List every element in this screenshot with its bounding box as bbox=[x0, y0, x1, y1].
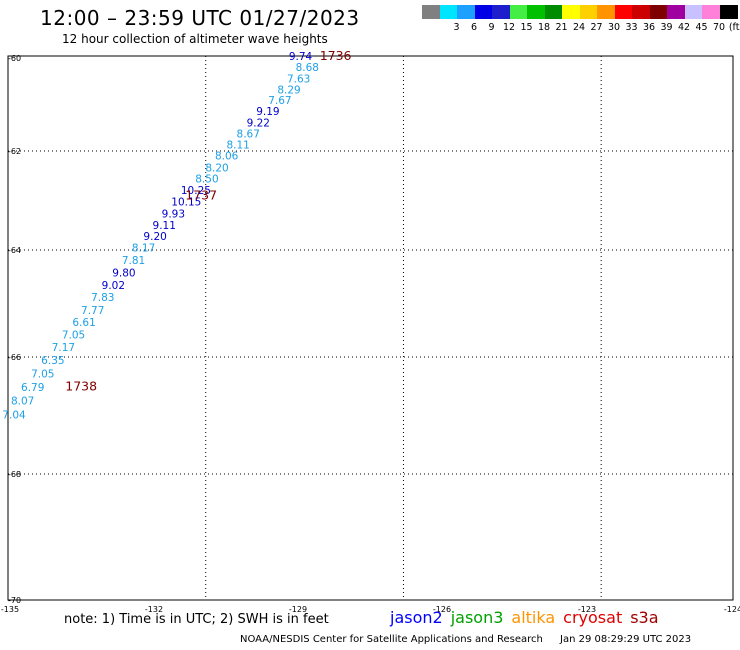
lon-tick-label: -124 bbox=[724, 605, 740, 614]
legend-swatch bbox=[649, 5, 668, 19]
map-subtitle: 12 hour collection of altimeter wave hei… bbox=[62, 32, 328, 46]
swh-value-label: 9.74 bbox=[289, 51, 313, 63]
map-title: 12:00 – 23:59 UTC 01/27/2023 bbox=[40, 6, 360, 30]
legend-label: 27 bbox=[590, 22, 603, 33]
legend-label: 39 bbox=[660, 22, 673, 33]
swh-value-label: 9.19 bbox=[256, 106, 279, 118]
lat-tick-label: -68 bbox=[8, 470, 21, 479]
swh-value-label: 10.25 bbox=[181, 185, 211, 197]
legend-label: 36 bbox=[642, 22, 656, 33]
legend-swatch bbox=[527, 5, 545, 19]
legend-label: 6 bbox=[470, 22, 478, 33]
swh-value-label: 7.81 bbox=[122, 255, 145, 267]
swh-value-label: 9.22 bbox=[247, 118, 270, 130]
legend-label: 45 bbox=[695, 22, 708, 33]
swh-value-label: 8.67 bbox=[237, 128, 260, 140]
time-label: 1737 bbox=[185, 188, 217, 203]
lat-tick-label: -64 bbox=[8, 246, 21, 255]
swh-value-label: 7.05 bbox=[31, 368, 54, 380]
time-label: 1738 bbox=[65, 378, 97, 393]
lon-tick-label: -129 bbox=[289, 605, 307, 614]
lon-tick-label: -132 bbox=[145, 605, 163, 614]
legend-label: 30 bbox=[607, 22, 621, 33]
swh-value-label: 8.68 bbox=[296, 62, 319, 74]
swh-value-label: 6.61 bbox=[72, 317, 95, 329]
legend-swatch bbox=[509, 5, 528, 19]
swh-value-label: 9.11 bbox=[153, 220, 176, 232]
legend-swatch bbox=[579, 5, 598, 19]
legend-swatch bbox=[667, 5, 685, 19]
swh-value-label: 7.83 bbox=[91, 292, 114, 304]
swh-value-label: 9.20 bbox=[143, 231, 166, 243]
legend-label: 24 bbox=[572, 22, 586, 33]
credit-line: NOAA/NESDIS Center for Satellite Applica… bbox=[240, 634, 691, 645]
satellite-jason3: jason3 bbox=[450, 608, 504, 627]
legend-swatch bbox=[702, 5, 720, 19]
swh-value-label: 8.20 bbox=[205, 162, 228, 174]
swh-value-label: 8.50 bbox=[195, 174, 218, 186]
legend-swatch bbox=[597, 5, 615, 19]
swh-value-label: 10.15 bbox=[171, 196, 201, 208]
timestamp: Jan 29 08:29:29 UTC 2023 bbox=[560, 634, 692, 645]
swh-value-label: 6.35 bbox=[41, 355, 64, 367]
legend-unit: (ft) bbox=[728, 22, 740, 33]
satellite-altika: altika bbox=[511, 608, 556, 627]
lon-tick-label: -126 bbox=[433, 605, 451, 614]
legend-swatch bbox=[422, 5, 440, 19]
legend-swatch bbox=[684, 5, 703, 19]
time-label: 1736 bbox=[320, 48, 352, 63]
legend-label: 15 bbox=[520, 22, 533, 33]
legend-label: 70 bbox=[712, 22, 726, 33]
swh-value-label: 7.63 bbox=[287, 73, 310, 85]
swh-value-label: 8.11 bbox=[226, 139, 249, 151]
lon-tick-label: -135 bbox=[1, 605, 19, 614]
legend-swatch bbox=[474, 5, 493, 19]
satellite-s3a: s3a bbox=[630, 608, 659, 627]
swh-value-label: 7.17 bbox=[52, 342, 75, 354]
lat-tick-label: -62 bbox=[8, 147, 21, 156]
legend-label: 33 bbox=[625, 22, 638, 33]
swh-value-label: 7.77 bbox=[81, 305, 104, 317]
legend-label: 12 bbox=[502, 22, 516, 33]
legend-swatch bbox=[614, 5, 633, 19]
satellite-legend: jason2 jason3 altika cryosat s3a bbox=[390, 608, 667, 627]
swh-value-label: 9.02 bbox=[102, 280, 125, 292]
swh-value-label: 8.06 bbox=[215, 150, 239, 162]
legend-swatch bbox=[562, 5, 580, 19]
credit-text: NOAA/NESDIS Center for Satellite Applica… bbox=[240, 634, 543, 645]
legend-swatch bbox=[719, 5, 738, 19]
legend-label: 42 bbox=[677, 22, 691, 33]
swh-value-label: 8.17 bbox=[132, 243, 155, 255]
swh-value-label: 8.07 bbox=[11, 395, 34, 407]
lon-tick-label: -123 bbox=[578, 605, 596, 614]
swh-value-label: 7.04 bbox=[2, 409, 26, 421]
legend-swatch bbox=[632, 5, 650, 19]
legend-label: 3 bbox=[453, 22, 460, 33]
swh-value-label: 7.05 bbox=[62, 330, 85, 342]
swh-value-label: 9.93 bbox=[162, 208, 185, 220]
satellite-cryosat: cryosat bbox=[563, 608, 623, 627]
legend-swatch bbox=[439, 5, 458, 19]
swh-value-label: 7.67 bbox=[268, 95, 291, 107]
legend-label: 9 bbox=[488, 22, 495, 33]
satellite-jason2: jason2 bbox=[390, 608, 443, 627]
lat-tick-label: -60 bbox=[8, 54, 21, 63]
lat-tick-label: -66 bbox=[8, 353, 21, 362]
notes-text: note: 1) Time is in UTC; 2) SWH is in fe… bbox=[64, 612, 329, 627]
swh-value-label: 9.80 bbox=[112, 267, 135, 279]
legend-swatch bbox=[457, 5, 475, 19]
legend-label: 18 bbox=[537, 22, 551, 33]
map-frame bbox=[7, 55, 734, 601]
legend-swatch bbox=[492, 5, 510, 19]
legend-swatch bbox=[544, 5, 563, 19]
swh-value-label: 6.79 bbox=[21, 382, 44, 394]
swh-value-label: 8.29 bbox=[277, 84, 300, 96]
legend-label: 21 bbox=[555, 22, 568, 33]
lat-tick-label: -70 bbox=[8, 596, 21, 605]
